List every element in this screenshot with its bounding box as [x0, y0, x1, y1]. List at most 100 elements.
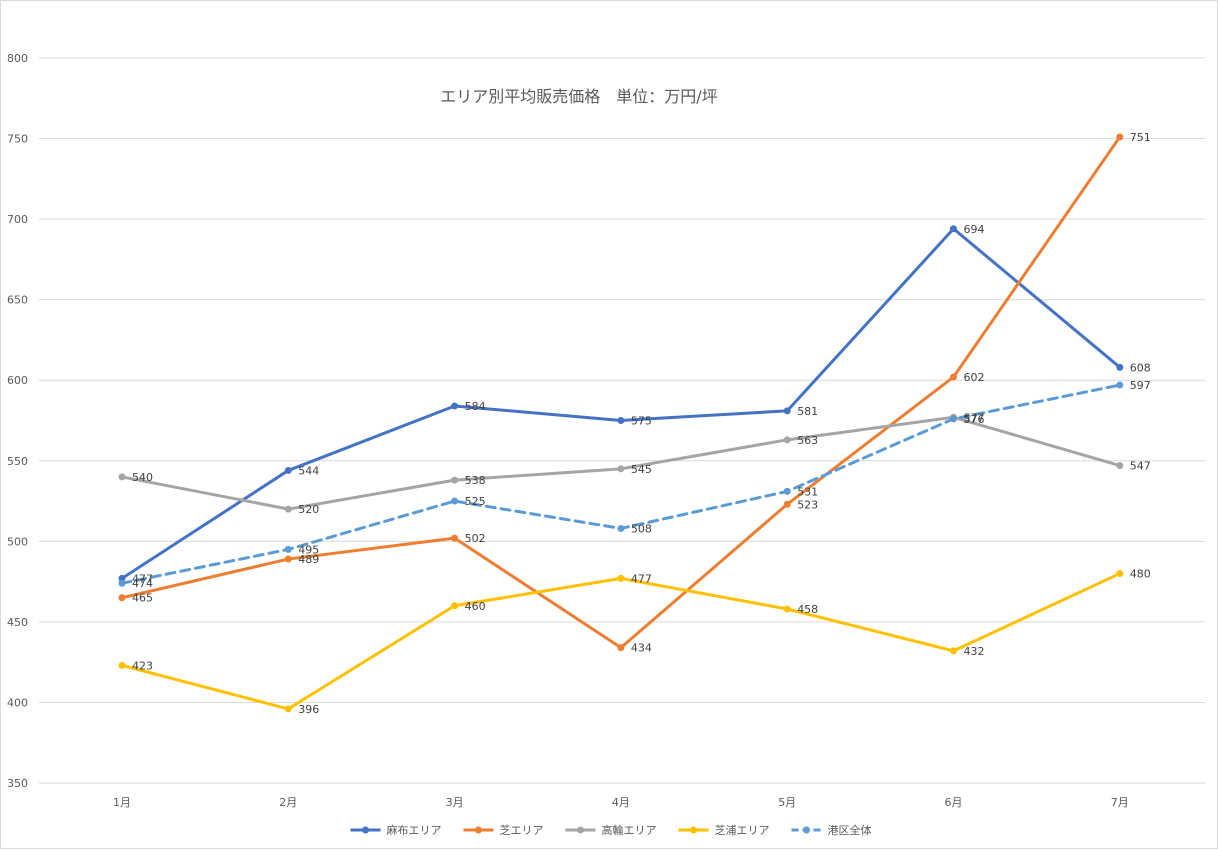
data-point [284, 555, 292, 563]
chart-title: エリア別平均販売価格 単位：万円/坪 [440, 87, 717, 106]
data-label: 538 [465, 474, 486, 487]
x-tick-label: 2月 [279, 796, 297, 809]
data-label: 480 [1130, 568, 1151, 581]
data-label: 608 [1130, 361, 1151, 374]
legend-label: 芝エリア [500, 824, 544, 837]
data-point [617, 417, 625, 424]
legend-label: 港区全体 [828, 823, 872, 837]
data-label: 531 [797, 485, 818, 498]
data-point [118, 594, 126, 602]
data-label: 460 [465, 600, 486, 613]
legend-item: 港区全体 [791, 823, 872, 837]
y-tick-label: 600 [7, 374, 28, 387]
data-label: 540 [132, 471, 153, 484]
data-label: 434 [631, 642, 652, 655]
x-tick-label: 1月 [113, 796, 131, 809]
data-label: 489 [298, 553, 319, 566]
data-label: 495 [298, 543, 319, 556]
x-tick-label: 6月 [945, 796, 963, 809]
data-point [118, 473, 126, 481]
data-label: 423 [132, 659, 153, 672]
data-label: 396 [298, 703, 319, 716]
x-tick-label: 7月 [1111, 796, 1129, 809]
x-tick-label: 3月 [446, 796, 464, 809]
data-point [950, 225, 957, 233]
legend-item: 芝エリア [463, 824, 544, 837]
data-point [118, 579, 126, 587]
data-label: 597 [1130, 379, 1151, 392]
y-axis: 350 400 450 500 550 600 650 700 750 800 [7, 52, 28, 790]
data-label: 508 [631, 522, 652, 535]
data-point [617, 524, 625, 532]
y-tick-label: 550 [7, 455, 28, 468]
data-point [783, 605, 791, 613]
series-lines [118, 133, 1124, 713]
data-point [451, 476, 459, 484]
legend-item: 麻布エリア [350, 823, 442, 837]
legend-marker [803, 826, 810, 834]
data-label: 545 [631, 463, 652, 476]
data-point [451, 602, 459, 610]
data-label: 751 [1130, 131, 1151, 144]
y-tick-label: 750 [7, 133, 28, 146]
data-point [284, 505, 292, 513]
x-tick-label: 4月 [612, 796, 630, 809]
data-label: 547 [1130, 460, 1151, 473]
data-labels: 477 544 584 575 581 694 608 465 489 502 434 523 602 7… [132, 131, 1151, 716]
data-label: 477 [631, 572, 652, 585]
legend-item: 芝浦エリア [678, 824, 770, 837]
data-point [118, 574, 126, 582]
data-point [950, 647, 957, 655]
data-label: 523 [797, 498, 818, 511]
data-point [1116, 462, 1124, 470]
legend-label: 芝浦エリア [715, 824, 770, 837]
data-point [617, 644, 625, 652]
data-point [284, 705, 292, 713]
data-label: 458 [797, 603, 818, 616]
data-label: 477 [132, 572, 153, 585]
data-point [1116, 363, 1124, 371]
y-tick-label: 400 [7, 696, 28, 709]
data-label: 520 [298, 503, 319, 516]
series-line-4 [120, 572, 1122, 711]
data-label: 563 [797, 434, 818, 447]
data-point [1116, 133, 1124, 141]
data-label: 584 [465, 400, 486, 413]
data-label: 544 [298, 464, 319, 477]
y-tick-label: 650 [7, 294, 28, 307]
data-point [950, 415, 957, 423]
y-tick-label: 450 [7, 616, 28, 629]
legend-label: 麻布エリア [387, 823, 442, 837]
legend-label: 高輪エリア [602, 823, 657, 837]
data-label: 575 [631, 415, 652, 428]
y-tick-label: 350 [7, 777, 28, 790]
data-label: 576 [964, 413, 985, 426]
x-tick-label: 5月 [778, 796, 796, 809]
data-label: 602 [964, 371, 985, 384]
y-tick-label: 500 [7, 535, 28, 548]
data-point [783, 407, 791, 415]
data-point [118, 661, 126, 669]
data-point [284, 545, 292, 553]
data-point [950, 373, 957, 381]
legend: 麻布エリア 芝エリア 高輪エリア 芝浦エリア 港区全体 [350, 823, 872, 837]
y-tick-label: 800 [7, 52, 28, 65]
legend-marker [362, 826, 369, 834]
data-point [451, 497, 459, 505]
data-point [617, 574, 625, 582]
data-label: 525 [465, 495, 486, 508]
data-point [1116, 570, 1124, 578]
series-line-2 [120, 135, 1122, 650]
data-point [617, 465, 625, 473]
data-point [783, 487, 791, 495]
data-point [783, 500, 791, 508]
series-line-3 [120, 415, 1122, 511]
data-point [1116, 381, 1124, 389]
data-point [783, 436, 791, 444]
data-label: 694 [964, 223, 985, 236]
legend-item: 高輪エリア [565, 823, 657, 837]
data-point [451, 534, 459, 542]
legend-marker [690, 826, 697, 834]
